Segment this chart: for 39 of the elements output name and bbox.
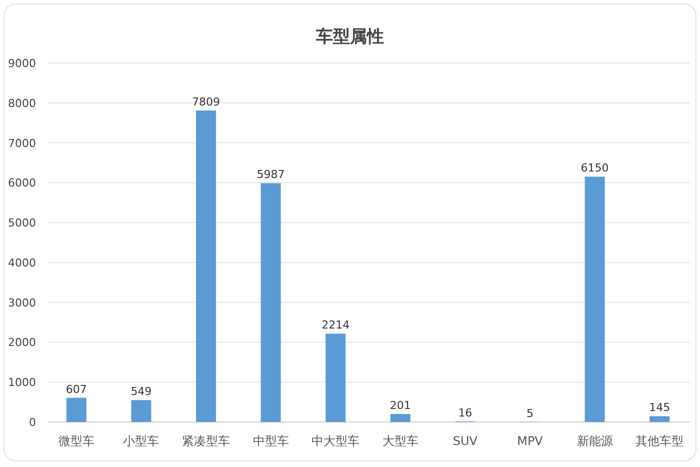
bar: [196, 110, 216, 422]
data-label: 607: [66, 382, 87, 396]
y-tick-label: 8000: [8, 96, 36, 110]
bar: [326, 334, 346, 422]
y-tick-label: 9000: [8, 57, 36, 70]
y-tick-label: 3000: [8, 296, 36, 310]
y-tick-label: 4000: [8, 256, 36, 270]
bar: [131, 400, 152, 422]
y-tick-label: 7000: [8, 136, 36, 150]
x-tick-label: 中大型车: [312, 434, 360, 448]
x-tick-label: 其他车型: [636, 434, 684, 448]
x-tick-label: MPV: [517, 434, 544, 448]
y-tick-label: 1000: [8, 376, 36, 390]
x-tick-label: 微型车: [58, 434, 94, 448]
x-tick-label: 大型车: [382, 434, 418, 448]
x-tick-label: 紧凑型车: [182, 434, 230, 448]
data-label: 145: [649, 401, 670, 414]
data-label: 6150: [580, 162, 609, 175]
data-label: 16: [458, 406, 472, 420]
x-tick-label: 小型车: [123, 434, 160, 448]
data-label: 5987: [256, 168, 285, 182]
y-tick-label: 0: [29, 416, 36, 429]
bar: [390, 414, 410, 422]
data-label: 201: [390, 398, 411, 412]
x-tick-label: SUV: [452, 434, 478, 448]
x-tick-label: 中型车: [252, 434, 289, 448]
bar: [260, 183, 281, 422]
bar: [650, 416, 670, 422]
data-label: 549: [130, 385, 152, 398]
x-tick-label: 新能源: [576, 434, 613, 448]
chart-title: 车型属性: [315, 27, 384, 47]
bar: [66, 398, 86, 422]
bar: [584, 176, 605, 422]
y-tick-label: 6000: [8, 176, 36, 190]
data-label: 5: [526, 406, 534, 420]
y-tick-label: 2000: [8, 336, 36, 350]
y-tick-label: 5000: [8, 216, 36, 230]
data-label: 7809: [192, 96, 220, 109]
data-label: 2214: [322, 318, 350, 332]
